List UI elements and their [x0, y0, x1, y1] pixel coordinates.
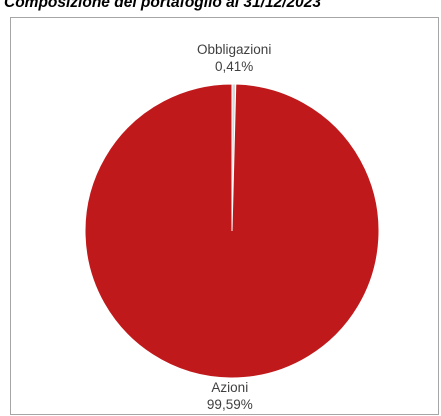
pie-labels: Obbligazioni 0,41% Azioni 99,59%: [197, 42, 271, 412]
slice-label-name: Azioni: [211, 380, 248, 395]
pie-slice-azioni: [84, 83, 380, 379]
slice-label-value: 0,41%: [215, 59, 253, 74]
slice-label-value: 99,59%: [207, 397, 253, 412]
chart-title: Composizione del portafoglio al 31/12/20…: [4, 0, 321, 11]
pie-slices: [84, 83, 380, 379]
slice-label-name: Obbligazioni: [197, 42, 271, 57]
